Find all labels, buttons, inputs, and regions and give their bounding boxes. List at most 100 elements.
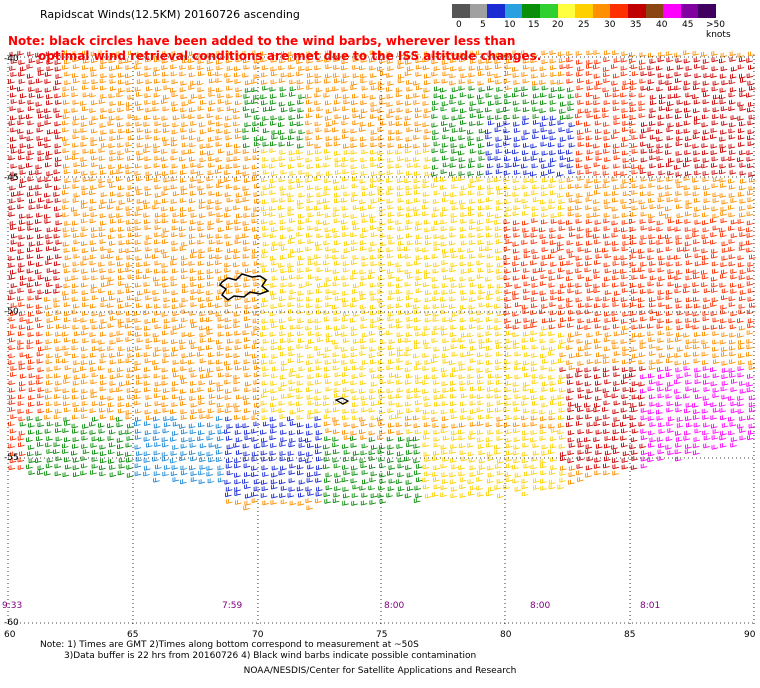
wind-barb [198, 408, 206, 414]
wind-barb [450, 387, 457, 393]
wind-barb [45, 260, 52, 266]
wind-barb [388, 225, 395, 231]
wind-barb [314, 346, 321, 351]
wind-barb [584, 345, 592, 350]
wind-barb [684, 352, 691, 358]
wind-barb [710, 423, 718, 429]
wind-barb [513, 415, 521, 421]
wind-barb [242, 197, 250, 203]
wind-barb [585, 100, 593, 106]
wind-barb [458, 283, 466, 289]
wind-barb [217, 408, 225, 414]
wind-barb [486, 141, 494, 147]
wind-barb [459, 163, 466, 169]
wind-barb [53, 316, 61, 321]
wind-barb [19, 386, 26, 392]
wind-barb [397, 78, 405, 84]
wind-barb [332, 120, 339, 125]
wind-barb [541, 303, 548, 309]
wind-barb [343, 366, 351, 372]
wind-barb [496, 283, 504, 289]
wind-barb [370, 359, 377, 365]
wind-barb [352, 65, 359, 70]
wind-barb [118, 463, 126, 469]
wind-barb [72, 437, 80, 443]
wind-barb [10, 127, 17, 133]
wind-barb [467, 332, 474, 338]
wind-barb [261, 65, 269, 71]
wind-barb [665, 304, 673, 310]
wind-barb [649, 134, 657, 140]
wind-barb [649, 176, 656, 182]
wind-barb [557, 246, 564, 252]
wind-barb [522, 442, 529, 448]
wind-barb [333, 106, 340, 112]
wind-barb [244, 99, 252, 105]
wind-barb [577, 449, 585, 455]
wind-barb [378, 394, 386, 399]
wind-barb [631, 394, 639, 400]
wind-barb [397, 211, 405, 217]
wind-barb [468, 206, 475, 212]
wind-barb [675, 151, 683, 156]
wind-barb [712, 317, 720, 323]
wind-barb [441, 401, 449, 407]
wind-barb [577, 393, 585, 399]
wind-barb [631, 456, 638, 462]
wind-barb [432, 456, 439, 462]
wind-barb [659, 99, 666, 105]
wind-barb [72, 120, 80, 126]
wind-barb [477, 444, 485, 450]
legend-swatch [575, 4, 593, 18]
wind-barb [154, 239, 161, 245]
wind-barb [100, 143, 108, 148]
wind-barb [577, 324, 584, 330]
wind-barb [288, 400, 296, 406]
wind-barb [593, 274, 601, 280]
wind-barb [738, 57, 746, 63]
wind-barb [622, 113, 629, 119]
wind-barb [190, 253, 197, 259]
wind-barb [641, 450, 648, 456]
wind-barb [711, 282, 718, 288]
wind-barb [296, 296, 304, 302]
wind-barb [405, 185, 413, 191]
wind-barb [386, 178, 393, 184]
wind-barb [665, 184, 672, 190]
wind-barb [262, 211, 270, 217]
wind-barb [721, 380, 729, 386]
wind-barb [657, 393, 665, 399]
wind-barb [459, 325, 467, 331]
wind-barb [512, 72, 520, 78]
wind-barb [37, 465, 45, 471]
wind-barb [342, 212, 350, 218]
wind-barb [136, 451, 143, 457]
wind-barb [225, 463, 233, 469]
wind-barb [332, 178, 340, 184]
wind-barb [522, 64, 530, 70]
wind-barb [332, 290, 340, 296]
wind-barb [136, 92, 143, 97]
wind-barb [603, 456, 611, 462]
wind-barb [296, 394, 304, 400]
wind-barb [622, 241, 630, 246]
wind-barb [189, 276, 197, 282]
wind-barb [298, 239, 305, 245]
wind-barb [361, 51, 368, 57]
wind-barb [487, 190, 495, 196]
wind-barb [478, 71, 485, 77]
wind-barb [638, 92, 646, 98]
wind-barb [405, 401, 412, 407]
wind-barb [485, 331, 493, 337]
wind-barb [458, 429, 465, 435]
wind-barb [629, 302, 637, 308]
wind-barb [729, 51, 737, 57]
wind-barb [603, 57, 610, 63]
wind-barb [200, 317, 207, 323]
wind-barb [116, 422, 124, 428]
wind-barb [315, 465, 323, 471]
wind-barb [136, 176, 143, 182]
wind-barb [712, 198, 720, 203]
wind-barb [532, 150, 539, 156]
wind-barb [153, 471, 161, 477]
